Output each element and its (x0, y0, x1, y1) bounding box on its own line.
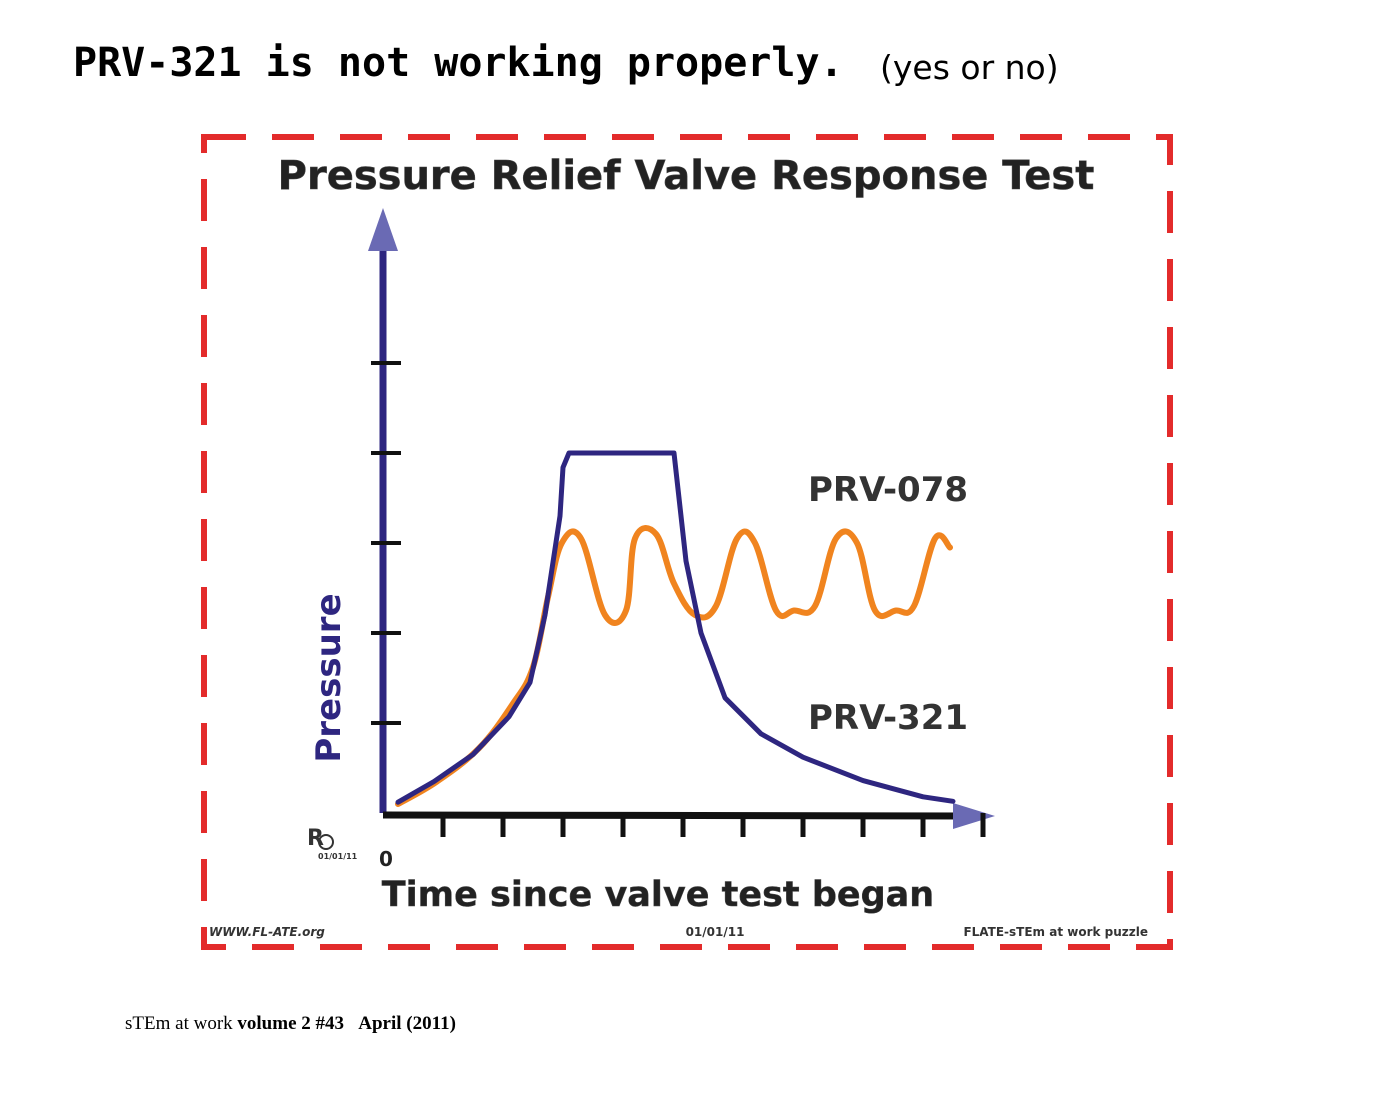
series-lines (395, 450, 956, 807)
chart-title: Pressure Relief Valve Response Test (278, 153, 1095, 199)
series-line-prv-321 (395, 450, 956, 805)
answer-hint: (yes or no) (880, 48, 1059, 87)
author-mark-circle (318, 834, 334, 850)
y-axis-arrowhead (368, 208, 398, 251)
chart-frame: Pressure Relief Valve Response Test Pres… (200, 133, 1174, 951)
frame-border (201, 134, 1173, 950)
axes (368, 208, 995, 829)
author-date: 01/01/11 (318, 852, 358, 861)
tick-marks (371, 361, 986, 837)
footer-publication: sTEm at work (125, 1013, 233, 1034)
sheet-date-label: 01/01/11 (686, 925, 745, 939)
footer-date: April (2011) (358, 1013, 456, 1034)
website-label: WWW.FL-ATE.org (209, 925, 325, 939)
label-prv-078: PRV-078 (808, 470, 968, 510)
author-mark: R 01/01/11 (307, 826, 358, 861)
x-axis-arrowhead (953, 803, 995, 829)
x-axis-line (382, 811, 966, 820)
series-line-prv-078 (395, 525, 953, 807)
question-text: PRV-321 is not working properly. (73, 40, 844, 86)
x-origin-label: 0 (379, 847, 393, 871)
footer-issue: volume 2 #43 (237, 1013, 345, 1034)
x-axis-label: Time since valve test began (382, 875, 934, 915)
label-prv-321: PRV-321 (808, 698, 968, 738)
y-axis-label: Pressure (309, 593, 349, 762)
chart-canvas: Pressure Relief Valve Response Test Pres… (201, 134, 1173, 950)
footer-citation: sTEm at work volume 2 #43 April (2011) (125, 1013, 456, 1035)
credit-label: FLATE-sTEm at work puzzle (963, 925, 1148, 939)
